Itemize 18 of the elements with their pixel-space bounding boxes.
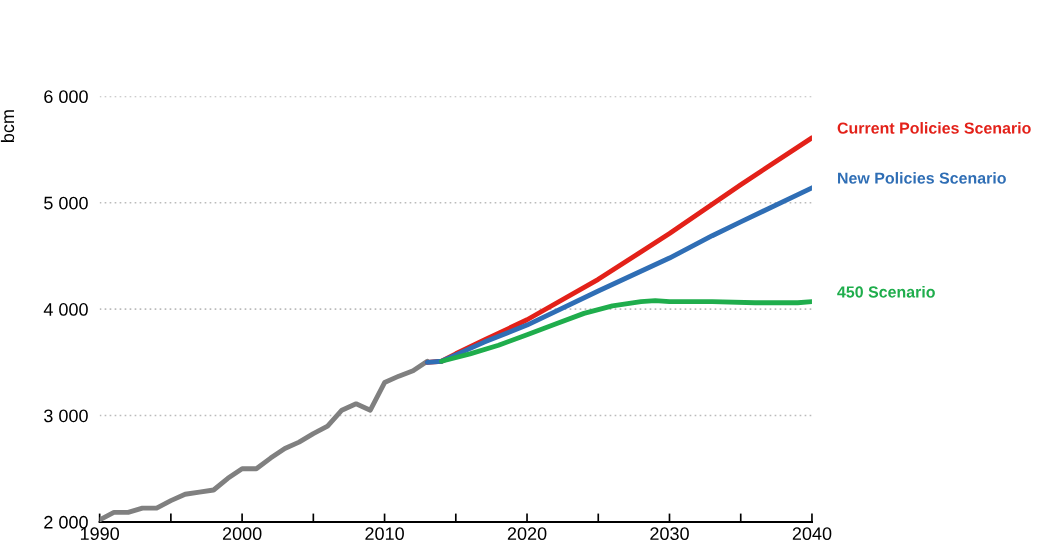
line-series [439, 298, 812, 364]
series-label: Current Policies Scenario [837, 122, 1031, 134]
x-tick-label: 1990 [80, 527, 120, 541]
x-tick-label: 2030 [650, 527, 689, 541]
series-label: New Policies Scenario [838, 172, 1006, 184]
y-tick-label: 4 000 [43, 303, 88, 316]
line-series [424, 185, 812, 365]
y-tick-label: 3 000 [44, 409, 88, 423]
x-tick-label: 2010 [365, 527, 404, 541]
y-tick-label: 6 000 [44, 90, 88, 104]
x-tick-label: 2000 [222, 527, 262, 541]
series-label: 450 Scenario [837, 285, 935, 298]
y-tick-label: 5 000 [44, 196, 88, 210]
line-series [99, 358, 430, 522]
y-axis-title: bcm [0, 110, 15, 142]
x-tick-label: 2020 [507, 527, 547, 541]
x-tick-label: 2040 [792, 527, 832, 541]
y-tick-label: 2 000 [44, 515, 88, 529]
